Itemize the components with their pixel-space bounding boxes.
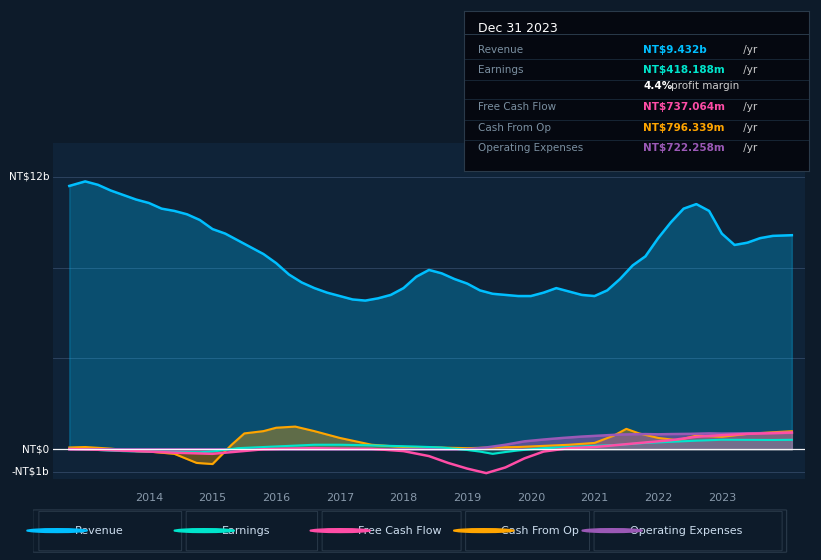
Text: Revenue: Revenue (75, 526, 123, 535)
Text: 2016: 2016 (262, 493, 291, 503)
Circle shape (310, 529, 370, 533)
Text: Revenue: Revenue (478, 44, 523, 54)
Text: 2018: 2018 (389, 493, 418, 503)
Text: NT$9.432b: NT$9.432b (643, 44, 707, 54)
Text: Earnings: Earnings (478, 66, 523, 75)
Text: /yr: /yr (740, 66, 757, 75)
Text: NT$737.064m: NT$737.064m (643, 102, 725, 112)
Text: NT$12b: NT$12b (9, 172, 49, 182)
Text: 4.4%: 4.4% (643, 81, 672, 91)
Circle shape (582, 529, 642, 533)
Text: 2014: 2014 (135, 493, 163, 503)
Text: /yr: /yr (740, 143, 757, 153)
Text: 2015: 2015 (199, 493, 227, 503)
Text: Dec 31 2023: Dec 31 2023 (478, 22, 557, 35)
Circle shape (453, 529, 514, 533)
Text: NT$722.258m: NT$722.258m (643, 143, 725, 153)
Text: 2020: 2020 (516, 493, 545, 503)
Text: NT$418.188m: NT$418.188m (643, 66, 725, 75)
Circle shape (174, 529, 235, 533)
Text: Operating Expenses: Operating Expenses (630, 526, 742, 535)
Text: Operating Expenses: Operating Expenses (478, 143, 583, 153)
Text: Free Cash Flow: Free Cash Flow (358, 526, 441, 535)
Text: 2022: 2022 (644, 493, 672, 503)
Text: NT$0: NT$0 (22, 444, 49, 454)
Text: /yr: /yr (740, 44, 757, 54)
Text: Free Cash Flow: Free Cash Flow (478, 102, 556, 112)
Text: NT$796.339m: NT$796.339m (643, 123, 725, 133)
Text: 2017: 2017 (326, 493, 354, 503)
Text: Cash From Op: Cash From Op (478, 123, 551, 133)
Text: profit margin: profit margin (671, 81, 739, 91)
Text: /yr: /yr (740, 102, 757, 112)
Text: -NT$1b: -NT$1b (11, 467, 49, 477)
Text: /yr: /yr (740, 123, 757, 133)
Circle shape (27, 529, 87, 533)
Text: 2021: 2021 (580, 493, 608, 503)
Text: 2019: 2019 (453, 493, 481, 503)
Text: Earnings: Earnings (222, 526, 270, 535)
Text: Cash From Op: Cash From Op (501, 526, 579, 535)
Text: 2023: 2023 (708, 493, 736, 503)
